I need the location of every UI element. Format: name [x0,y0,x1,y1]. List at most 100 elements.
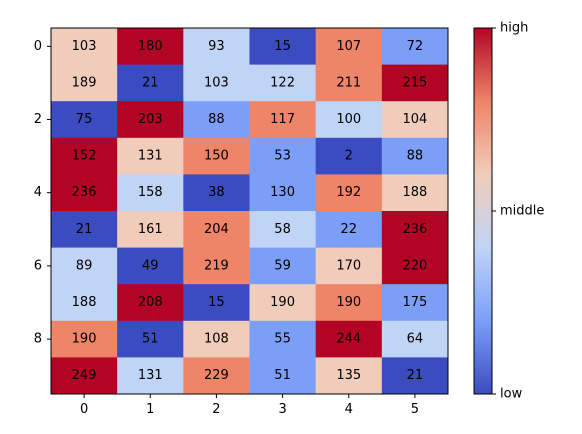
cell-value-label: 204 [204,222,229,237]
heatmap-cell [249,211,317,249]
cell-value-label: 64 [407,332,424,347]
heatmap-cell [117,247,184,285]
cell-value-label: 188 [403,185,428,200]
cell-value-label: 49 [142,258,159,273]
heatmap-cell [381,101,449,139]
cell-value-label: 21 [142,75,159,90]
heatmap-cell [183,357,250,395]
heatmap-cell [381,64,449,102]
heatmap-cell [315,64,383,102]
heatmap-cell [183,137,250,175]
heatmap-cell [249,320,317,358]
cell-value-label: 190 [270,295,295,310]
cell-value-label: 103 [72,39,97,54]
x-tick-label: 4 [345,402,353,417]
heatmap-cell [381,320,449,358]
colorbar-axis: high middle low [492,21,544,402]
heatmap-cell [183,174,250,212]
cell-value-label: 236 [403,222,428,237]
x-tick-label: 0 [80,402,88,417]
heatmap-cell [183,101,250,139]
x-tick-label: 1 [146,402,154,417]
heatmap-cell [249,357,317,395]
cell-value-label: 93 [208,39,225,54]
heatmap-cell [249,137,317,175]
cell-value-label: 51 [142,332,159,347]
heatmap-cell [249,174,317,212]
cell-value-label: 55 [274,332,291,347]
cell-value-label: 107 [336,39,361,54]
cell-value-label: 59 [274,258,291,273]
cell-value-label: 189 [72,75,97,90]
cell-value-label: 88 [407,149,424,164]
heatmap-cell [117,28,184,66]
cell-value-label: 72 [407,39,424,54]
heatmap-cell [183,284,250,322]
heatmap-cell [315,247,383,285]
heatmap-cell [183,247,250,285]
heatmap-cell [117,137,184,175]
cell-value-label: 249 [72,368,97,383]
cell-value-label: 229 [204,368,229,383]
cell-value-label: 220 [403,258,428,273]
heatmap-cell [315,101,383,139]
cell-value-label: 188 [72,295,97,310]
y-axis: 0 2 4 6 8 [34,39,51,347]
cell-value-label: 53 [274,149,291,164]
cell-value-label: 135 [336,368,361,383]
cell-value-label: 192 [336,185,361,200]
heatmap-cell [117,284,184,322]
heatmap-cell [51,64,118,102]
heatmap-cell [315,320,383,358]
x-tick-label: 2 [212,402,220,417]
cell-value-label: 175 [403,295,428,310]
y-tick-label: 4 [34,185,42,200]
heatmap-cell [51,247,118,285]
cell-value-label: 170 [336,258,361,273]
heatmap-cell [381,247,449,285]
heatmap-cell [381,137,449,175]
cell-value-label: 22 [340,222,357,237]
x-tick-label: 5 [411,402,419,417]
cell-value-label: 150 [204,149,229,164]
heatmap-cell [315,211,383,249]
y-tick-label: 8 [34,332,42,347]
cell-value-label: 158 [138,185,163,200]
heatmap-cell [117,357,184,395]
cell-value-label: 58 [274,222,291,237]
heatmap-cell [117,320,184,358]
cell-value-label: 89 [76,258,93,273]
y-tick-label: 6 [34,258,42,273]
heatmap-cell [381,28,449,66]
heatmap-cell [315,284,383,322]
cell-value-label: 21 [407,368,424,383]
cell-value-label: 219 [204,258,229,273]
cell-value-label: 21 [76,222,93,237]
cell-value-label: 51 [274,368,291,383]
heatmap-cell [51,320,118,358]
y-tick-label: 2 [34,112,42,127]
colorbar-tick-label: low [500,387,523,402]
cell-value-label: 100 [336,112,361,127]
heatmap-cell [51,211,118,249]
heatmap-cell [51,357,118,395]
heatmap-cell [51,28,118,66]
plot-frame [50,27,449,395]
cell-value-label: 180 [138,39,163,54]
heatmap-cell [117,101,184,139]
cell-value-label: 244 [336,332,361,347]
heatmap-cell [117,174,184,212]
heatmap-cell [381,211,449,249]
heatmap-cell [183,320,250,358]
cell-value-label: 208 [138,295,163,310]
heatmap-cell [183,211,250,249]
heatmap-cell [117,64,184,102]
cell-value-label: 117 [270,112,295,127]
heatmap-cell [381,174,449,212]
x-axis: 0 1 2 3 4 5 [80,394,419,417]
heatmap-cell [51,174,118,212]
colorbar-tick-label: high [500,21,528,36]
y-tick-label: 0 [34,39,42,54]
cell-value-label: 190 [72,332,97,347]
